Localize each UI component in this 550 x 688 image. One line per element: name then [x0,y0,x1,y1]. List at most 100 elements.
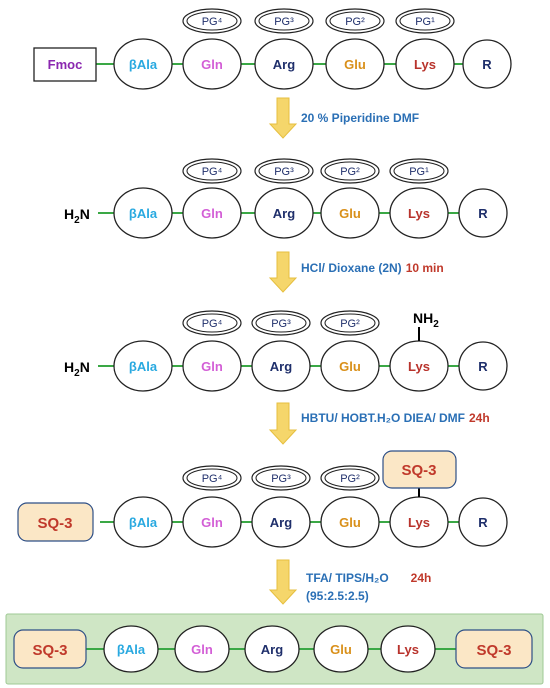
residue-gln-label: Gln [191,642,213,657]
residue-gln [182,38,242,90]
residue-bala [103,625,159,673]
residue-arg [251,496,311,548]
residue-glu-label: Glu [344,57,366,72]
residue-gln-label: Gln [201,57,223,72]
resin-r [458,341,508,391]
step-3: HBTU/ HOBT.H₂O DIEA/ DMF 24h [268,402,490,445]
residue-gln [182,496,242,548]
down-arrow-icon [268,559,298,605]
step-4-reagent: TFA/ TIPS/H₂O 24h [306,571,431,585]
row-3-lys-deprotected: H2N βAla Gln Arg Glu Lys R NH2 PG⁴ PG³ [64,310,508,392]
sq3-box [455,629,533,669]
pg4-label: PG⁴ [202,166,223,178]
amine-label: H2N [64,359,90,379]
sq3-box [17,502,94,542]
pg4-group: PG⁴ [182,465,242,491]
pg2-label: PG² [345,16,365,28]
residue-glu [320,496,380,548]
residue-gln-label: Gln [201,359,223,374]
resin-r-label: R [478,206,488,221]
pg2-label: PG² [340,166,360,178]
residue-gln [174,625,230,673]
residue-bala-label: βAla [129,359,158,374]
residue-bala-label: βAla [129,206,158,221]
pg3-group: PG³ [251,310,311,336]
residue-arg [254,38,314,90]
pg1-group: PG¹ [395,8,455,34]
pg2-group: PG² [320,310,380,336]
step-3-reagent: HBTU/ HOBT.H₂O DIEA/ DMF 24h [301,411,490,425]
residue-arg [244,625,300,673]
residue-gln-label: Gln [201,515,223,530]
resin-r [458,188,508,238]
residue-glu [320,187,380,239]
residue-lys-label: Lys [408,515,430,530]
resin-r [458,497,508,547]
pg3-label: PG³ [271,473,291,485]
residue-lys-label: Lys [397,642,419,657]
pg4-group: PG⁴ [182,310,242,336]
pg3-label: PG³ [274,166,294,178]
pg4-label: PG⁴ [202,318,223,330]
pg4-label: PG⁴ [202,473,223,485]
step-4-ratio: (95:2.5:2.5) [306,589,369,603]
residue-gln-label: Gln [201,206,223,221]
fmoc-box [33,47,97,82]
residue-lys-label: Lys [408,206,430,221]
resin-r-label: R [482,57,492,72]
residue-arg-label: Arg [273,57,295,72]
pg1-group: PG¹ [389,158,449,184]
step-2: HCl/ Dioxane (2N) 10 min [268,251,444,293]
residue-glu [325,38,385,90]
residue-glu [313,625,369,673]
residue-bala-label: βAla [117,642,146,657]
pg4-group: PG⁴ [182,158,242,184]
residue-arg [254,187,314,239]
down-arrow-icon [268,402,298,445]
pg2-label: PG² [340,318,360,330]
residue-lys [389,187,449,239]
residue-lys [395,38,455,90]
resin-r-label: R [478,359,488,374]
sq3-label: SQ-3 [401,462,436,479]
residue-lys-label: Lys [414,57,436,72]
fmoc-label: Fmoc [48,57,83,72]
nh2-label: NH2 [413,310,439,330]
residue-arg-label: Arg [273,206,295,221]
pg1-label: PG¹ [409,166,429,178]
amine-label: H2N [64,206,90,226]
sq3-box [382,450,457,489]
step-4: TFA/ TIPS/H₂O 24h (95:2.5:2.5) [268,559,431,605]
sq3-label: SQ-3 [32,642,67,659]
residue-glu [320,340,380,392]
pg2-group: PG² [320,158,380,184]
down-arrow-icon [268,97,298,139]
residue-bala [113,187,173,239]
pg2-group: PG² [325,8,385,34]
pg4-label: PG⁴ [202,16,223,28]
pg2-group: PG² [320,465,380,491]
resin-r-label: R [478,515,488,530]
pg3-group: PG³ [251,465,311,491]
pg3-label: PG³ [274,16,294,28]
residue-glu-label: Glu [330,642,352,657]
resin-r [462,39,512,89]
residue-gln [182,340,242,392]
residue-glu-label: Glu [339,515,361,530]
residue-lys-label: Lys [408,359,430,374]
pg3-label: PG³ [271,318,291,330]
sq3-box [13,629,87,669]
pg2-label: PG² [340,473,360,485]
residue-arg-label: Arg [261,642,283,657]
residue-arg [251,340,311,392]
residue-bala [113,38,173,90]
sq3-label: SQ-3 [37,515,72,532]
row-4-sq3-coupled: SQ-3 βAla Gln Arg Glu Lys R SQ-3 PG⁴ PG³ [17,450,508,548]
pg3-group: PG³ [254,158,314,184]
step-1: 20 % Piperidine DMF [268,97,419,139]
residue-bala-label: βAla [129,515,158,530]
residue-bala [113,496,173,548]
residue-arg-label: Arg [270,359,292,374]
pg1-label: PG¹ [415,16,435,28]
